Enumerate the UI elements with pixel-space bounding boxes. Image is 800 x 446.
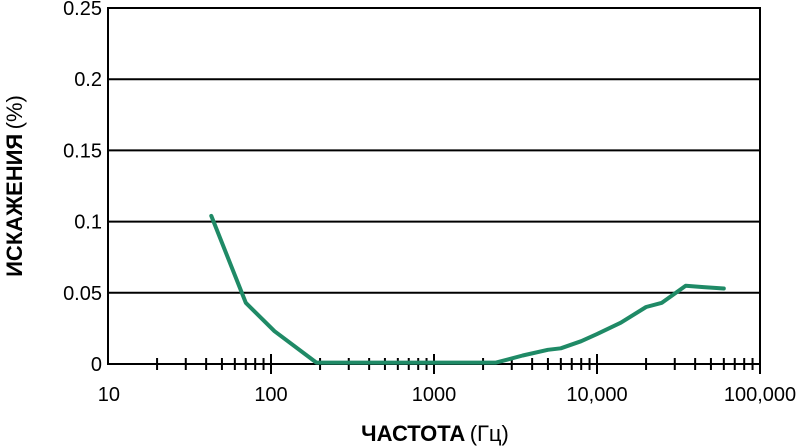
y-axis-title: ИСКАЖЕНИЯ (%) bbox=[2, 95, 27, 277]
y-tick-label: 0 bbox=[91, 354, 102, 376]
y-axis-title-unit: (%) bbox=[2, 95, 27, 129]
y-tick-label: 0.1 bbox=[74, 212, 102, 234]
x-tick-label: 10 bbox=[98, 384, 120, 406]
y-tick-label: 0.05 bbox=[63, 283, 102, 305]
plot-frame bbox=[107, 7, 761, 365]
x-tick-label: 1000 bbox=[412, 384, 457, 406]
x-axis-ticks bbox=[156, 354, 761, 374]
x-tick-label: 100 bbox=[254, 384, 287, 406]
y-tick-label: 0.15 bbox=[63, 140, 102, 162]
x-axis-title: ЧАСТОТА (Гц) bbox=[361, 421, 509, 446]
y-axis-title-main: ИСКАЖЕНИЯ bbox=[2, 134, 27, 277]
x-tick-label: 100,000 bbox=[724, 384, 796, 406]
y-tick-label: 0.25 bbox=[63, 0, 102, 20]
grid-lines bbox=[108, 78, 760, 294]
x-axis-title-unit: (Гц) bbox=[470, 421, 509, 446]
x-tick-label: 10,000 bbox=[566, 384, 627, 406]
x-axis-title-main: ЧАСТОТА bbox=[361, 421, 465, 446]
y-axis-tick-labels: 0 0.05 0.1 0.15 0.2 0.25 bbox=[63, 0, 102, 376]
x-axis-tick-labels: 10 100 1000 10,000 100,000 bbox=[98, 384, 796, 406]
y-tick-label: 0.2 bbox=[74, 69, 102, 91]
distortion-series-line bbox=[209, 213, 726, 365]
